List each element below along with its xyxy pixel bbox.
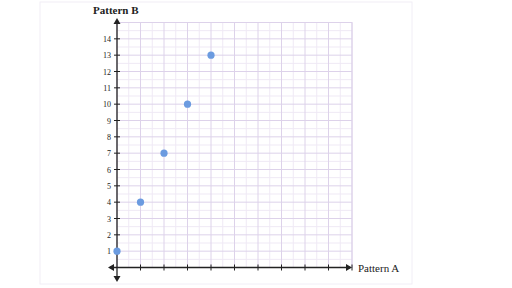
y-tick-label: 5 [107,182,111,191]
x-tick [234,265,235,271]
grid-line [117,71,352,72]
grid-line [117,55,352,56]
grid [117,23,352,268]
y-tick [114,218,120,219]
y-axis-arrow [114,18,121,24]
y-tick [114,120,120,121]
grid-line [117,38,352,39]
chart: 1234567891011121314Pattern APattern B [0,0,512,288]
y-tick-label: 2 [107,231,111,240]
y-axis [116,20,117,280]
point [137,199,144,206]
grid-line [281,23,282,268]
y-tick-label: 6 [107,166,111,175]
y-tick [114,38,120,39]
grid-line [234,23,235,268]
points [113,52,214,255]
y-tick [114,104,120,105]
y-tick-label: 10 [103,100,111,109]
y-tick [114,185,120,186]
grid-line [117,251,352,252]
grid-line [117,234,352,235]
x-tick [164,265,165,271]
y-tick-label: 7 [107,149,111,158]
y-tick-label: 14 [103,35,111,44]
grid-line [117,87,352,88]
point [184,101,191,108]
point [207,52,214,59]
grid-line [117,104,352,105]
y-tick [114,202,120,203]
x-tick [140,265,141,271]
grid-line [117,169,352,170]
grid-line [117,120,352,121]
x-tick [258,265,259,271]
y-axis-label: Pattern B [93,4,139,16]
x-tick [281,265,282,271]
x-axis [110,267,350,268]
x-axis-label: Pattern A [358,262,399,274]
y-axis-arrow [114,276,121,282]
y-tick [114,87,120,88]
plot-frame [117,23,352,268]
grid-line [117,153,352,154]
y-tick-label: 11 [103,84,111,93]
grid-line [117,185,352,186]
x-tick [352,265,353,271]
grid-line [328,23,329,268]
x-axis-arrow [346,264,352,271]
x-tick [211,265,212,271]
grid-line [211,23,212,268]
x-tick [305,265,306,271]
grid-line [117,136,352,137]
y-tick-label: 9 [107,117,111,126]
y-tick-label: 8 [107,133,111,142]
grid-line [187,23,188,268]
y-tick-label: 1 [107,247,111,256]
grid-line [258,23,259,268]
x-tick [328,265,329,271]
y-tick-label: 4 [107,198,111,207]
grid-line [164,23,165,268]
x-axis-arrow [108,264,114,271]
y-tick-label: 12 [103,68,111,77]
grid-line [140,23,141,268]
grid-line [117,202,352,203]
y-tick [114,136,120,137]
point [160,150,167,157]
y-tick [114,169,120,170]
point [113,248,120,255]
y-tick [114,153,120,154]
x-tick [187,265,188,271]
grid-line [305,23,306,268]
y-tick [114,234,120,235]
y-tick-label: 13 [103,51,111,60]
y-tick [114,55,120,56]
y-tick-label: 3 [107,215,111,224]
grid-line [117,218,352,219]
y-tick [114,71,120,72]
panel [40,2,412,284]
